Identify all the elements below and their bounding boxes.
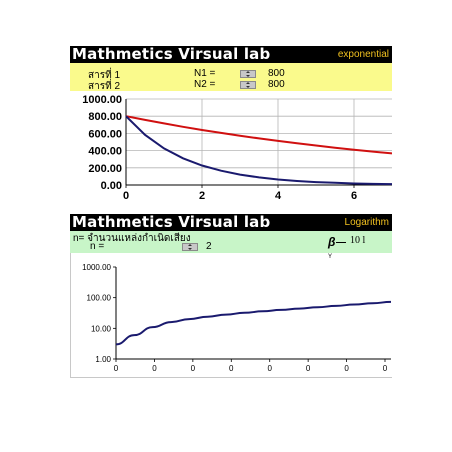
formula-text: 10 l xyxy=(350,235,366,246)
logarithm-chart-frame xyxy=(70,253,392,378)
n2-value: 800 xyxy=(268,79,285,90)
y-tick-label: 0.00 xyxy=(101,180,122,192)
n2-label: N2 = xyxy=(194,79,216,90)
y-tick-label: 600.00 xyxy=(88,128,122,140)
logarithm-panel: Mathmetics Virsual lab Logarithm n= จำนว… xyxy=(70,213,392,378)
exponential-tag: exponential xyxy=(337,49,389,60)
x-tick-label: 0 xyxy=(267,364,272,373)
x-tick-label: 0 xyxy=(114,364,119,373)
n-label: n = xyxy=(90,241,105,252)
logarithm-chart: 1.00 10.00 100.00 1000.00 0 0 0 0 0 0 0 0 xyxy=(82,263,392,373)
x-tick-label: 0 xyxy=(383,364,388,373)
n2-spinner[interactable] xyxy=(240,81,256,89)
y-tick-label: 1000.00 xyxy=(82,263,111,272)
logarithm-title: Mathmetics Virsual lab xyxy=(72,213,271,231)
series-line-2 xyxy=(125,115,392,186)
exponential-chart: 0.00 200.00 400.00 600.00 800.00 1000.00 0 2 4 6 xyxy=(82,94,392,202)
y-tick-label: 400.00 xyxy=(88,146,122,158)
y-tick-label: 1.00 xyxy=(95,355,111,364)
formula-icon: β xyxy=(328,235,336,249)
logarithm-title-bar: Mathmetics Virsual lab Logarithm xyxy=(70,213,392,231)
y-tick-label: 1000.00 xyxy=(82,94,122,106)
x-tick-label: 0 xyxy=(152,364,157,373)
exponential-controls: สารที่ 1 N1 = 800 สารที่ 2 N2 = 800 xyxy=(70,63,392,92)
logarithm-tag: Logarithm xyxy=(344,217,389,228)
n-spinner[interactable] xyxy=(182,243,198,251)
x-tick-label: 4 xyxy=(275,190,282,202)
y-tick-label: 10.00 xyxy=(91,324,112,333)
y-axis-marker: Y xyxy=(328,254,333,260)
n-value: 2 xyxy=(206,241,212,252)
x-tick-label: 6 xyxy=(351,190,357,202)
y-tick-label: 100.00 xyxy=(87,294,112,303)
substance-1-label: สารที่ 1 xyxy=(88,70,121,81)
x-tick-label: 0 xyxy=(306,364,311,373)
n1-value: 800 xyxy=(268,68,285,79)
x-tick-label: 0 xyxy=(344,364,349,373)
formula-rule xyxy=(336,242,346,243)
series-line-1 xyxy=(115,300,392,346)
y-tick-label: 200.00 xyxy=(88,163,122,175)
x-tick-label: 0 xyxy=(123,190,129,202)
logarithm-controls: n= จำนวนแหล่งกำเนิดเสียง n = 2 β 10 l xyxy=(70,231,392,253)
substance-2-label: สารที่ 2 xyxy=(88,81,121,92)
x-tick-label: 0 xyxy=(191,364,196,373)
series-line-1 xyxy=(125,115,392,155)
x-tick-label: 0 xyxy=(229,364,234,373)
exponential-panel: Mathmetics Virsual lab exponential สารที… xyxy=(70,45,392,206)
exponential-title-bar: Mathmetics Virsual lab exponential xyxy=(70,45,392,63)
x-tick-label: 2 xyxy=(199,190,205,202)
n1-spinner[interactable] xyxy=(240,70,256,78)
n1-label: N1 = xyxy=(194,68,216,79)
exponential-title: Mathmetics Virsual lab xyxy=(72,45,271,63)
y-tick-label: 800.00 xyxy=(88,111,122,123)
n-description: n= จำนวนแหล่งกำเนิดเสียง xyxy=(73,233,191,244)
